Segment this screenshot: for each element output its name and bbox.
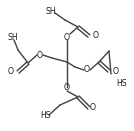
Text: SH: SH: [46, 7, 57, 15]
Text: O: O: [8, 67, 14, 77]
Text: O: O: [93, 31, 99, 40]
Text: O: O: [64, 32, 70, 42]
Text: SH: SH: [7, 32, 18, 42]
Text: O: O: [113, 67, 119, 75]
Text: O: O: [37, 50, 43, 59]
Text: HS: HS: [116, 78, 127, 88]
Text: O: O: [64, 83, 70, 91]
Text: O: O: [84, 66, 90, 75]
Text: O: O: [90, 103, 96, 113]
Text: HS: HS: [40, 111, 51, 119]
